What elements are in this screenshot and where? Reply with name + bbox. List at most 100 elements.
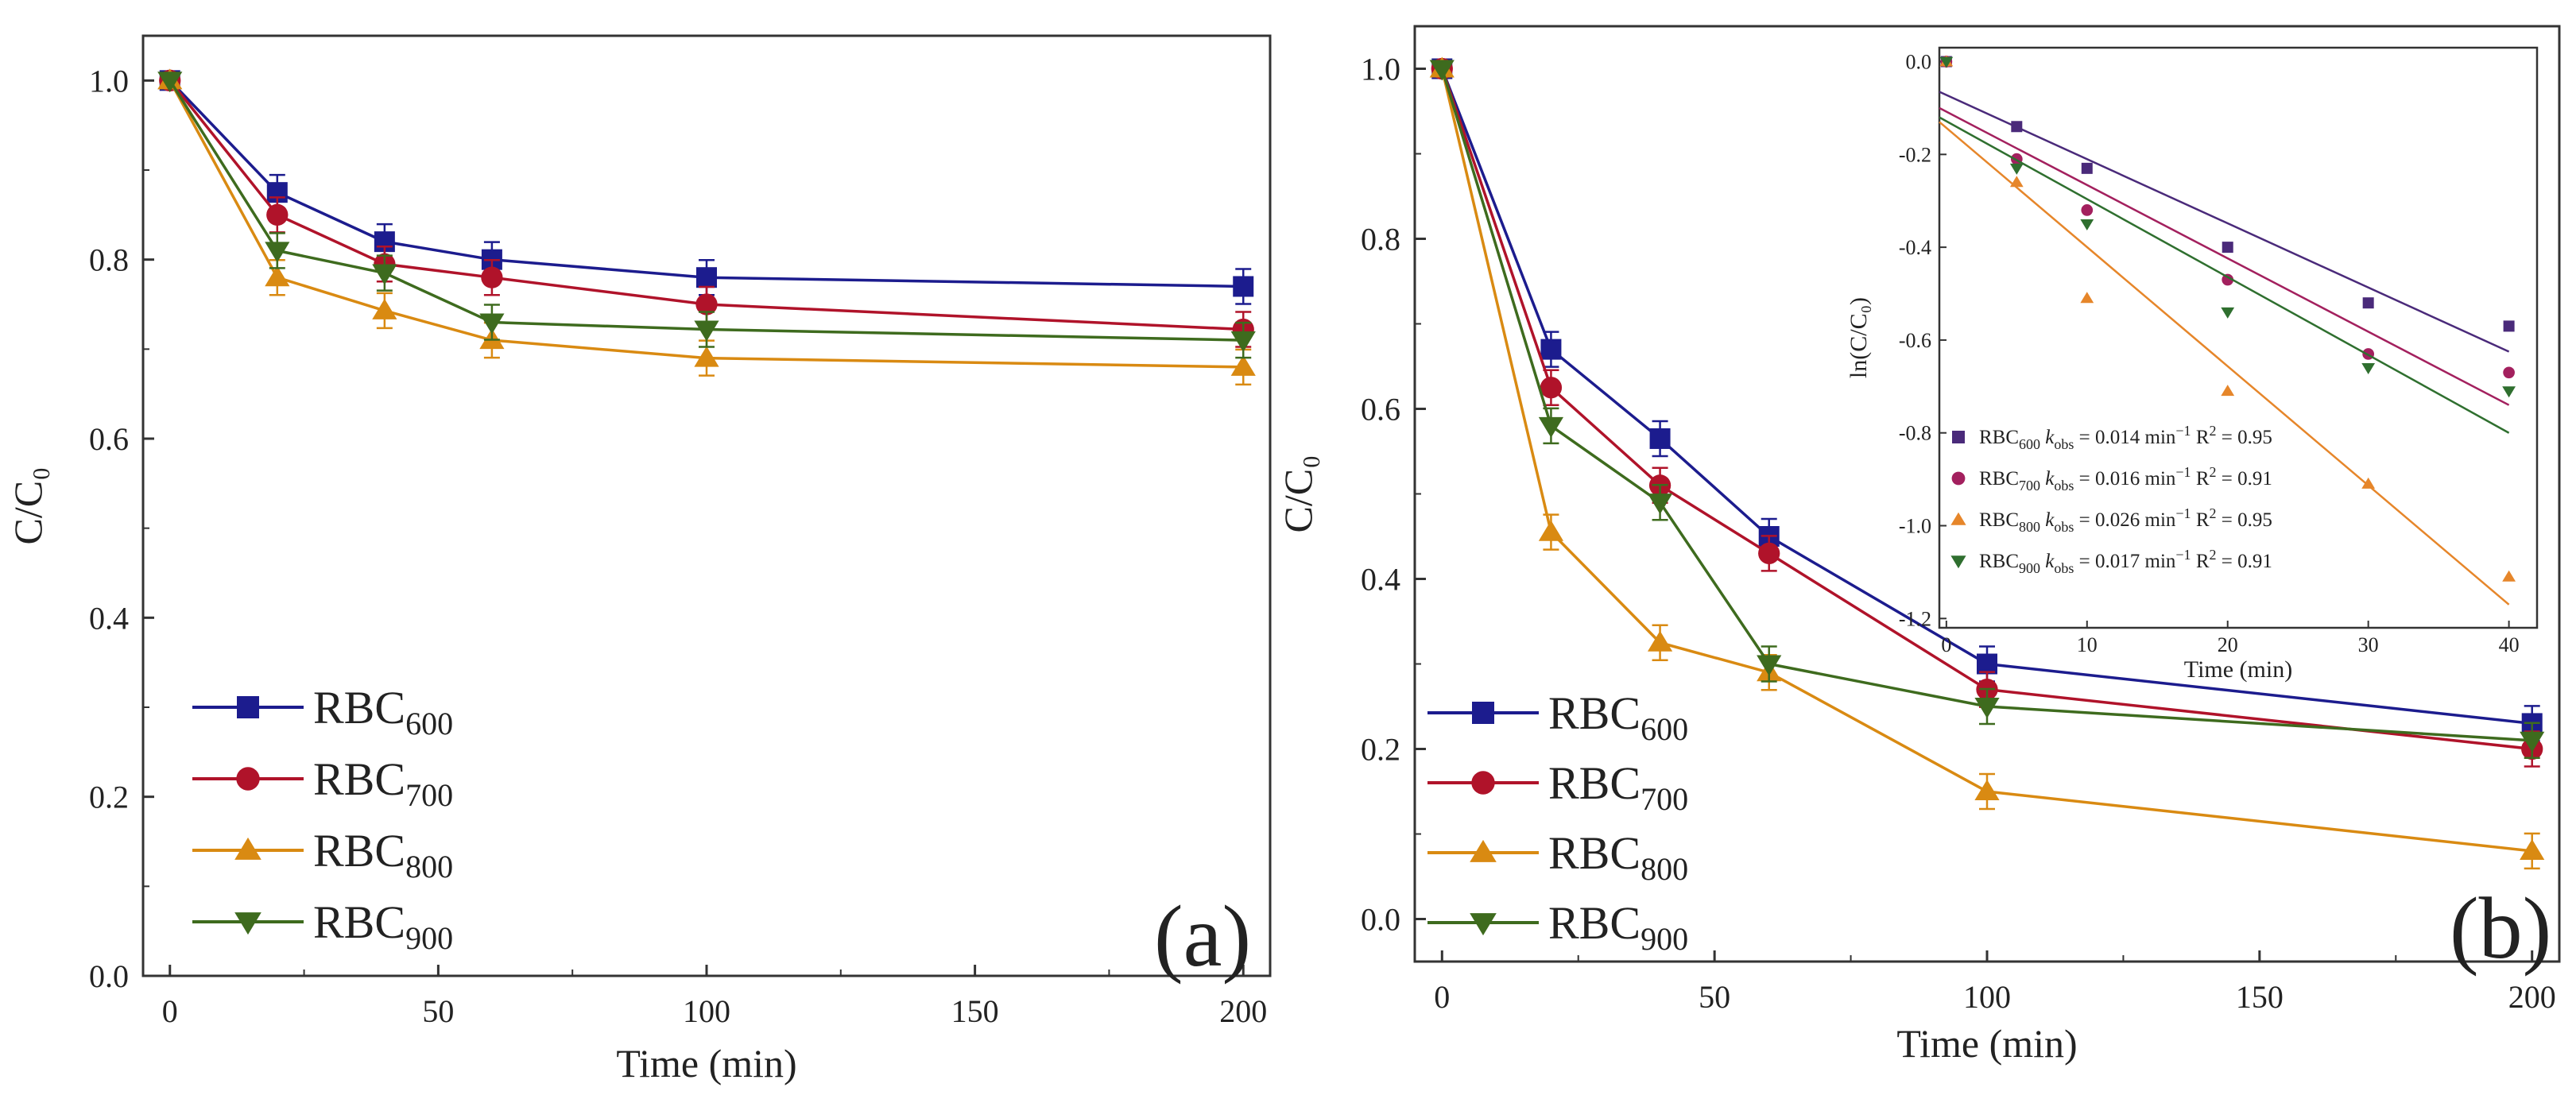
y-tick-label: 0.2 [1361, 732, 1400, 768]
inset-legend-part: = 0.91 [2217, 468, 2272, 490]
data-point-RBC800 [265, 265, 290, 287]
inset-legend-part: 900 [2019, 560, 2040, 576]
inset-point-RBC600 [2503, 320, 2515, 332]
y-tick-label: 0.0 [89, 958, 129, 994]
y-tick-label: 0.4 [1361, 562, 1400, 598]
inset-x-tick-label: 20 [2218, 633, 2238, 656]
inset-point-RBC700 [2222, 273, 2234, 286]
legend-label-base: RBC [313, 896, 405, 948]
inset-legend-part: RBC [1979, 551, 2019, 572]
y-tick-label: 0.0 [1361, 902, 1400, 938]
inset-legend-part: −1 [2175, 547, 2191, 563]
inset-y-tick-label: -1.0 [1899, 515, 1931, 538]
x-tick-label: 200 [2508, 979, 2556, 1015]
inset-legend-part: = 0.014 min [2074, 427, 2175, 448]
data-point-RBC900 [157, 72, 183, 93]
inset-y-axis-title: ln(C/C₀) [1846, 297, 1872, 378]
inset-legend-part: obs [2054, 560, 2074, 576]
data-point-RBC800 [694, 346, 719, 367]
inset-legend-label-RBC700: RBC700 kobs = 0.016 min−1 R2 = 0.91 [1979, 464, 2272, 493]
inset-y-tick-label: -0.2 [1899, 143, 1931, 166]
inset-y-tick-label: -0.8 [1899, 422, 1931, 445]
legend-label-RBC800: RBC800 [1548, 827, 1688, 887]
inset-point-RBC800 [2009, 176, 2024, 188]
inset-y-tick-label: -1.2 [1899, 607, 1931, 630]
data-point-RBC900 [1647, 493, 1673, 515]
data-point-RBC900 [479, 313, 505, 335]
legend-label-base: RBC [313, 682, 405, 733]
series-line-RBC900 [169, 79, 1244, 342]
data-point-RBC600 [1649, 428, 1671, 449]
data-point-RBC900 [1974, 697, 2000, 718]
data-point-RBC800 [372, 298, 397, 319]
inset-legend-part: 2 [2210, 547, 2217, 563]
series-line-RBC700 [1440, 68, 2532, 751]
legend-label-base: RBC [313, 825, 405, 877]
x-axis-title: Time (min) [1896, 1021, 2077, 1066]
inset-legend-part: RBC [1979, 427, 2019, 448]
data-point-RBC900 [694, 320, 719, 342]
y-tick-label: 0.6 [1361, 392, 1400, 428]
inset-fit-line-RBC900 [1939, 116, 2510, 434]
legend-marker-RBC900 [234, 912, 261, 935]
inset-legend-marker-RBC900 [1950, 555, 1966, 569]
legend-marker-RBC800 [234, 837, 261, 860]
inset-x-axis-title: Time (min) [2184, 656, 2292, 683]
inset-legend-part: k [2045, 427, 2055, 448]
legend-label-sub: 600 [1641, 711, 1688, 747]
inset-fit-line-RBC600 [1939, 91, 2510, 353]
legend-marker-RBC900 [1470, 913, 1497, 936]
y-tick-label: 0.4 [89, 600, 129, 636]
inset-legend-label-RBC800: RBC800 kobs = 0.026 min−1 R2 = 0.95 [1979, 505, 2272, 535]
y-tick-label: 1.0 [89, 63, 129, 99]
legend-label-base: RBC [1548, 757, 1641, 809]
inset-y-tick-label: 0.0 [1906, 51, 1932, 74]
x-tick-label: 50 [422, 993, 454, 1029]
inset-legend-label-RBC900: RBC900 kobs = 0.017 min−1 R2 = 0.91 [1979, 547, 2272, 576]
inset-legend-part: R [2191, 427, 2210, 448]
inset-point-RBC800 [2221, 385, 2235, 397]
inset-legend-part: R [2191, 551, 2210, 572]
legend-label-sub: 700 [405, 777, 453, 813]
legend-marker-RBC700 [1471, 771, 1495, 795]
legend-label-RBC600: RBC600 [313, 682, 453, 741]
legend-marker-RBC600 [1472, 702, 1494, 724]
inset-legend-part: 2 [2210, 464, 2217, 480]
legend-label-RBC700: RBC700 [313, 753, 453, 813]
legend-label-RBC600: RBC600 [1548, 687, 1688, 747]
inset-legend-part: −1 [2175, 423, 2191, 439]
inset-point-RBC900 [2502, 386, 2516, 398]
legend-label-sub: 900 [1641, 921, 1688, 957]
series-line-RBC700 [169, 79, 1244, 331]
y-axis-title: C/C₀ [1276, 455, 1320, 532]
inset-point-RBC900 [2009, 163, 2024, 175]
series-line-RBC800 [1440, 68, 2532, 853]
inset-legend-part: = 0.026 min [2074, 509, 2175, 531]
inset-legend-part: R [2191, 468, 2210, 490]
inset-chart: 0 10 20 30 40 0.0 -0.2 -0.4 -0.6 -0.8 -1.0 -1.2 Time… [1846, 46, 2539, 683]
inset-point-RBC700 [2503, 366, 2515, 379]
legend-label-sub: 600 [405, 706, 453, 741]
legend-label-RBC900: RBC900 [1548, 897, 1688, 957]
inset-point-RBC900 [2221, 307, 2235, 319]
data-point-RBC900 [1757, 655, 1782, 676]
legend-label-base: RBC [1548, 687, 1641, 739]
legend-marker-RBC800 [1470, 839, 1497, 862]
data-point-RBC800 [2520, 838, 2545, 860]
series-line-RBC900 [1440, 68, 2532, 742]
inset-legend-part: 800 [2019, 519, 2040, 535]
legend-label-RBC900: RBC900 [313, 896, 453, 956]
panel-label: (b) [2450, 880, 2551, 977]
data-point-RBC800 [1230, 354, 1256, 376]
inset-point-RBC600 [2222, 242, 2233, 253]
data-point-RBC800 [1647, 630, 1673, 652]
inset-legend-part: = 0.016 min [2074, 468, 2175, 490]
inset-legend-part: 600 [2019, 436, 2040, 452]
legend-label-sub: 900 [405, 920, 453, 956]
inset-legend-part: k [2045, 551, 2055, 572]
data-point-RBC700 [1540, 377, 1563, 399]
data-point-RBC700 [1758, 542, 1780, 565]
x-tick-label: 50 [1699, 979, 1730, 1015]
inset-point-RBC800 [2080, 292, 2094, 304]
